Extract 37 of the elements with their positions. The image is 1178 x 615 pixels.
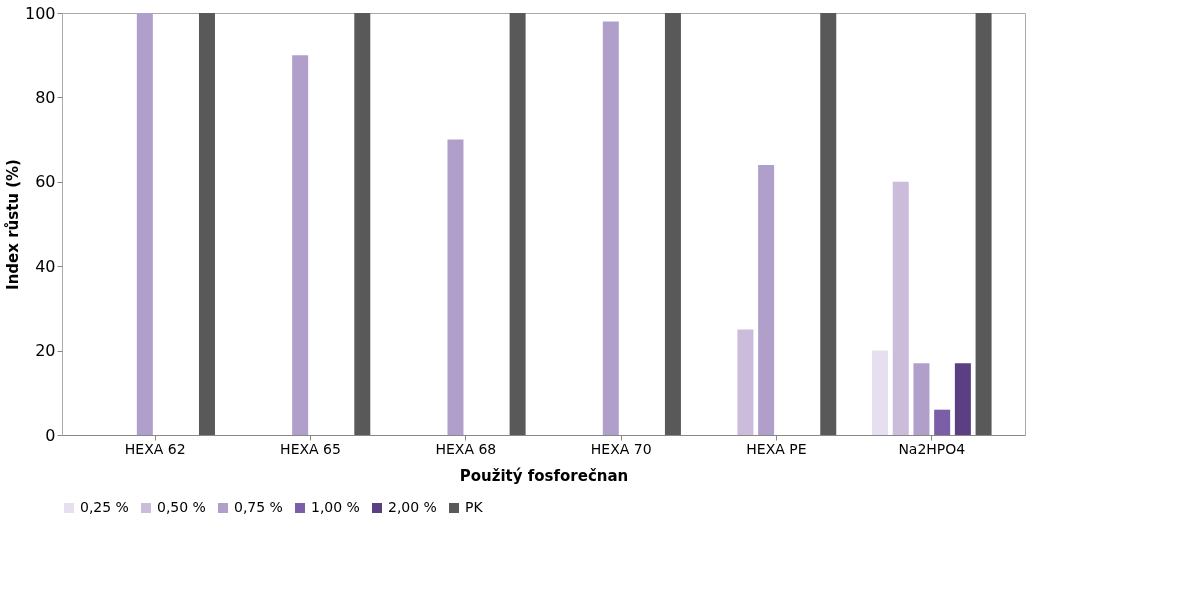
bar [292, 55, 309, 435]
x-tick-label: HEXA 65 [280, 440, 341, 457]
bar [975, 13, 992, 435]
x-tick-label: HEXA 68 [435, 440, 497, 457]
y-tick-label: 80 [35, 87, 56, 107]
bar [509, 13, 526, 435]
bar [892, 181, 909, 435]
legend-label: 1,00 % [311, 499, 360, 515]
bar [954, 363, 971, 435]
x-tick-label: HEXA PE [746, 440, 807, 457]
bar [354, 13, 371, 435]
legend-label: 0,50 % [157, 499, 206, 515]
legend-label: PK [465, 499, 484, 515]
x-axis-title: Použitý fosforečnan [459, 466, 629, 485]
bar [447, 139, 464, 435]
bar [664, 13, 681, 435]
bar [934, 409, 951, 435]
y-axis-title: Index růstu (%) [3, 159, 22, 290]
bar [872, 350, 889, 435]
y-tick-label: 60 [35, 172, 56, 192]
x-tick-label: HEXA 70 [590, 440, 652, 457]
bar [198, 13, 215, 435]
y-tick-label: 40 [35, 256, 56, 276]
bar [758, 164, 775, 435]
y-tick-label: 20 [35, 341, 56, 361]
legend-label: 0,75 % [234, 499, 283, 515]
bar [913, 363, 930, 435]
bar [737, 329, 754, 435]
bar [602, 21, 619, 435]
y-tick-label: 0 [45, 425, 56, 445]
y-tick-label: 100 [24, 3, 56, 23]
legend-label: 2,00 % [388, 499, 437, 515]
legend-label: 0,25 % [80, 499, 129, 515]
bar [136, 13, 153, 435]
x-tick-label: HEXA 62 [124, 440, 186, 457]
x-tick-label: Na2HPO4 [898, 440, 966, 457]
bar [820, 13, 837, 435]
